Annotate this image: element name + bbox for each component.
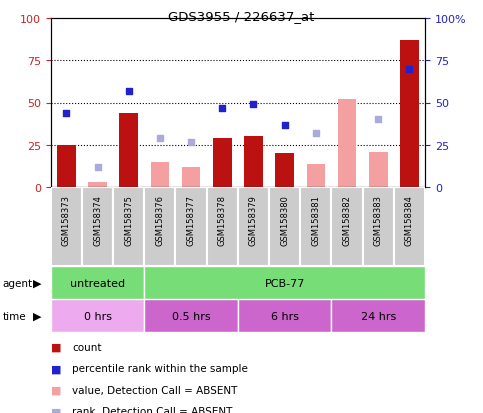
FancyBboxPatch shape: [144, 188, 175, 266]
Text: ■: ■: [51, 363, 61, 373]
Text: GSM158377: GSM158377: [186, 194, 196, 245]
Point: [281, 122, 288, 128]
Bar: [244, 137, 263, 188]
Text: GSM158380: GSM158380: [280, 194, 289, 245]
Bar: [57, 145, 76, 188]
Bar: [119, 114, 138, 188]
Text: time: time: [2, 311, 26, 321]
Bar: [144, 266, 425, 299]
Text: GSM158381: GSM158381: [312, 194, 320, 245]
Bar: [275, 154, 294, 188]
FancyBboxPatch shape: [331, 188, 363, 266]
Point: [187, 139, 195, 145]
Text: GSM158379: GSM158379: [249, 194, 258, 245]
FancyBboxPatch shape: [363, 188, 394, 266]
Text: GSM158374: GSM158374: [93, 194, 102, 245]
Text: 0.5 hrs: 0.5 hrs: [172, 311, 211, 321]
Text: percentile rank within the sample: percentile rank within the sample: [72, 363, 248, 373]
Bar: [338, 100, 356, 188]
Text: GSM158383: GSM158383: [374, 194, 383, 245]
Point: [62, 110, 70, 117]
Text: count: count: [72, 342, 102, 352]
Text: ■: ■: [51, 406, 61, 413]
Point: [125, 88, 132, 95]
Text: GSM158375: GSM158375: [124, 194, 133, 245]
FancyBboxPatch shape: [300, 188, 331, 266]
Bar: [369, 152, 388, 188]
Text: GSM158373: GSM158373: [62, 194, 71, 245]
FancyBboxPatch shape: [238, 188, 269, 266]
Bar: [88, 183, 107, 188]
Text: ■: ■: [51, 342, 61, 352]
Point: [218, 105, 226, 112]
Bar: [331, 299, 425, 332]
Text: ▶: ▶: [33, 278, 42, 288]
Text: GDS3955 / 226637_at: GDS3955 / 226637_at: [168, 10, 315, 23]
Text: GSM158382: GSM158382: [342, 194, 352, 245]
Point: [312, 131, 320, 137]
FancyBboxPatch shape: [51, 188, 82, 266]
Text: GSM158378: GSM158378: [218, 194, 227, 245]
FancyBboxPatch shape: [394, 188, 425, 266]
Bar: [307, 164, 325, 188]
Bar: [144, 299, 238, 332]
Point: [374, 117, 382, 123]
Bar: [51, 299, 144, 332]
Point: [250, 102, 257, 108]
Text: value, Detection Call = ABSENT: value, Detection Call = ABSENT: [72, 385, 238, 395]
Text: ▶: ▶: [33, 311, 42, 321]
Bar: [182, 168, 200, 188]
Bar: [51, 266, 144, 299]
Bar: [238, 299, 331, 332]
FancyBboxPatch shape: [113, 188, 144, 266]
Text: 24 hrs: 24 hrs: [361, 311, 396, 321]
Bar: [151, 162, 169, 188]
Bar: [213, 139, 232, 188]
FancyBboxPatch shape: [82, 188, 113, 266]
Text: GSM158384: GSM158384: [405, 194, 414, 245]
Text: rank, Detection Call = ABSENT: rank, Detection Call = ABSENT: [72, 406, 233, 413]
Text: ■: ■: [51, 385, 61, 395]
Text: PCB-77: PCB-77: [265, 278, 305, 288]
Text: GSM158376: GSM158376: [156, 194, 164, 245]
Bar: [400, 40, 419, 188]
FancyBboxPatch shape: [269, 188, 300, 266]
Point: [94, 164, 101, 171]
Text: agent: agent: [2, 278, 32, 288]
Text: untreated: untreated: [70, 278, 125, 288]
Point: [156, 135, 164, 142]
FancyBboxPatch shape: [207, 188, 238, 266]
Text: 6 hrs: 6 hrs: [270, 311, 298, 321]
FancyBboxPatch shape: [175, 188, 207, 266]
Point: [406, 66, 413, 73]
Text: 0 hrs: 0 hrs: [84, 311, 112, 321]
